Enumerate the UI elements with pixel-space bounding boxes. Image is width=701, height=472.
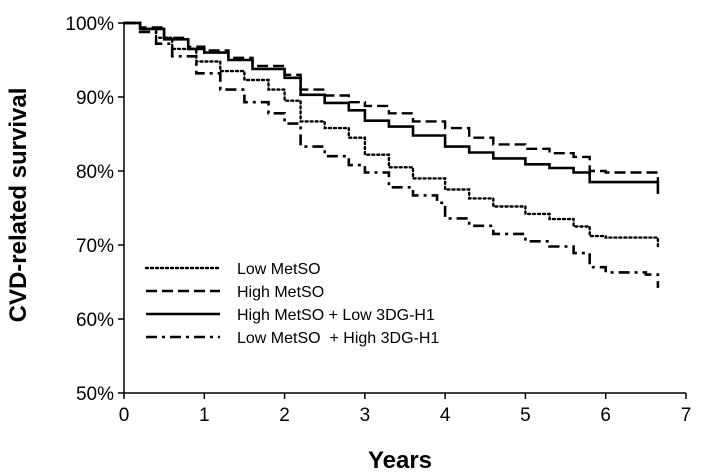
x-tick-label: 1 xyxy=(199,405,210,426)
axes: 50% 60% 70% 80% 90% 100% 0 1 2 3 4 5 6 7 xyxy=(65,14,691,426)
y-axis-title: CVD-related survival xyxy=(5,88,32,323)
legend-label-3: High MetSO + Low 3DG-H1 xyxy=(237,307,435,324)
y-tick-label: 60% xyxy=(76,310,114,331)
series-line-1 xyxy=(122,21,660,250)
x-tick-label: 0 xyxy=(119,405,130,426)
series-line-2 xyxy=(124,21,660,182)
legend: Low MetSO High MetSO High MetSO + Low 3DG-… xyxy=(144,261,439,347)
y-tick-label: 100% xyxy=(65,14,114,35)
y-tick-label: 50% xyxy=(76,384,114,405)
x-tick-label: 3 xyxy=(360,405,371,426)
y-tick-label: 70% xyxy=(76,236,114,257)
y-tick-label: 80% xyxy=(76,162,114,183)
x-tick-label: 4 xyxy=(440,405,451,426)
x-tick-label: 2 xyxy=(279,405,290,426)
x-tick-label: 5 xyxy=(520,405,531,426)
series-line-3 xyxy=(124,21,660,194)
legend-label-4: Low MetSO + High 3DG-H1 xyxy=(237,330,439,347)
x-tick-label: 6 xyxy=(600,405,611,426)
legend-label-2: High MetSO xyxy=(237,284,324,301)
legend-label-1: Low MetSO xyxy=(237,261,321,278)
series-line-4 xyxy=(124,21,660,288)
series-layer xyxy=(122,21,660,288)
x-tick-label: 7 xyxy=(681,405,692,426)
x-axis-title: Years xyxy=(368,447,432,472)
y-tick-label: 90% xyxy=(76,88,114,109)
